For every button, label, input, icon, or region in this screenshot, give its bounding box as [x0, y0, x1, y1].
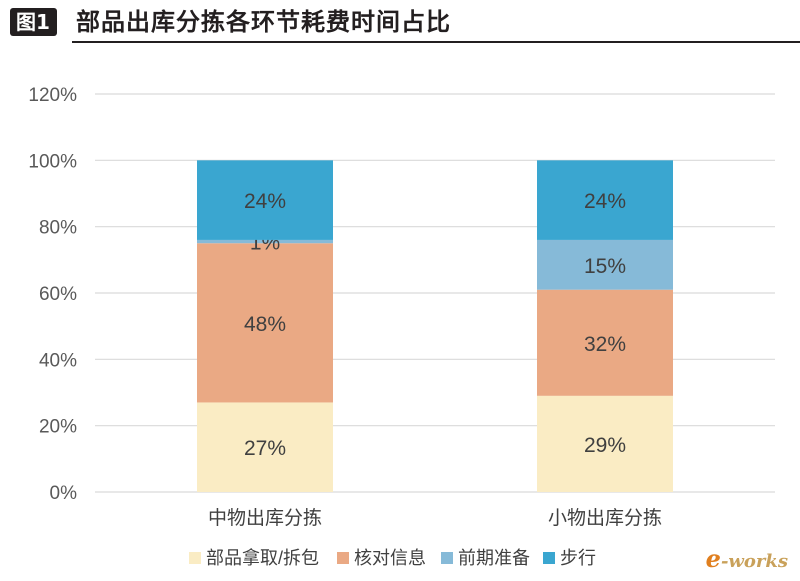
- data-label: 48%: [244, 313, 286, 336]
- bar-segment: [537, 289, 673, 396]
- data-label: 15%: [584, 255, 626, 278]
- y-tick-label: 80%: [39, 218, 77, 239]
- watermark-text: -works: [720, 551, 788, 572]
- legend-swatch: [189, 552, 201, 564]
- data-label: 24%: [244, 190, 286, 213]
- x-category-label: 中物出库分拣: [208, 507, 322, 529]
- legend-label: 部品拿取/拆包: [206, 547, 319, 568]
- legend-swatch: [543, 552, 555, 564]
- chart-title: 部品出库分拣各环节耗费时间占比: [76, 8, 451, 36]
- bar-segment: [537, 160, 673, 240]
- bar-segment: [197, 243, 333, 403]
- figure-number-badge: 图1: [10, 8, 57, 36]
- legend-label: 核对信息: [354, 548, 426, 568]
- data-label: 29%: [584, 434, 626, 457]
- eworks-watermark-logo: e-works: [706, 544, 788, 573]
- y-tick-label: 60%: [39, 284, 77, 305]
- bar-segment: [197, 402, 333, 492]
- bar-segment: [537, 395, 673, 492]
- data-label: 32%: [584, 333, 626, 356]
- data-label: 27%: [244, 437, 286, 460]
- y-tick-label: 20%: [39, 417, 77, 438]
- data-label: 24%: [584, 190, 626, 213]
- title-underline: [72, 41, 800, 43]
- y-tick-label: 0%: [50, 483, 78, 504]
- legend-label: 步行: [560, 548, 596, 568]
- watermark-e: e: [705, 544, 721, 573]
- y-tick-label: 40%: [39, 350, 77, 371]
- bar-segment: [197, 239, 333, 244]
- legend-swatch: [337, 552, 349, 564]
- bar-segment: [537, 239, 673, 290]
- legend-label: 前期准备: [458, 548, 530, 568]
- y-tick-label: 100%: [28, 151, 77, 172]
- x-category-label: 小物出库分拣: [548, 507, 662, 529]
- bar-segment: [197, 160, 333, 240]
- figure-header: 图1 部品出库分拣各环节耗费时间占比: [10, 6, 800, 43]
- y-tick-label: 120%: [28, 85, 77, 106]
- legend-swatch: [441, 552, 453, 564]
